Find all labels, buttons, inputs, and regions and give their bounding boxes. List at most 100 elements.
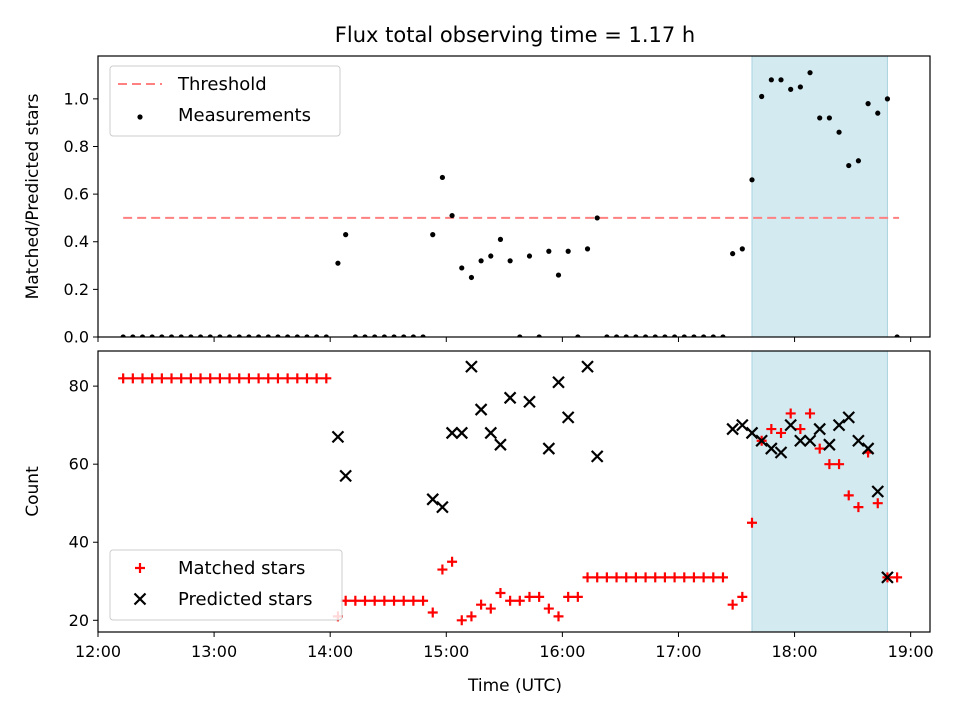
legend-marker xyxy=(137,114,143,120)
data-point xyxy=(168,334,175,337)
data-point xyxy=(523,395,536,409)
data-point xyxy=(217,334,223,337)
data-point xyxy=(855,158,862,164)
data-point xyxy=(321,373,332,384)
data-point xyxy=(234,373,245,384)
y-tick-label: 0.6 xyxy=(64,185,89,204)
data-point xyxy=(137,373,148,384)
data-point xyxy=(826,115,832,121)
data-point xyxy=(621,572,632,583)
data-point xyxy=(755,434,768,448)
data-point xyxy=(253,373,264,384)
data-point xyxy=(304,334,310,337)
legend-label: Predicted stars xyxy=(178,589,312,610)
data-point xyxy=(688,572,699,583)
data-point xyxy=(581,360,594,373)
data-point xyxy=(420,334,426,337)
plot-area xyxy=(118,360,903,626)
highlight-span xyxy=(751,350,888,633)
data-point xyxy=(604,334,610,337)
data-point xyxy=(778,77,784,83)
data-point xyxy=(565,248,571,254)
data-point xyxy=(449,212,455,219)
data-point xyxy=(892,572,903,583)
data-point xyxy=(575,334,581,337)
data-point xyxy=(188,334,194,337)
data-point xyxy=(401,334,407,337)
data-point xyxy=(369,595,380,606)
data-point xyxy=(398,595,409,606)
data-point xyxy=(436,500,449,514)
data-point xyxy=(584,246,591,252)
data-point xyxy=(507,258,513,264)
data-point xyxy=(494,438,507,451)
data-point xyxy=(335,260,341,266)
data-point xyxy=(717,572,728,583)
y-tick-label: 40 xyxy=(69,533,89,552)
x-tick-label: 14:00 xyxy=(307,642,353,661)
data-point xyxy=(807,70,813,76)
data-point xyxy=(803,434,817,448)
data-point xyxy=(853,502,864,513)
data-point xyxy=(352,334,358,337)
data-point xyxy=(314,334,320,337)
legend-marker xyxy=(135,563,145,573)
data-point xyxy=(224,373,235,384)
axes-frame xyxy=(97,55,931,338)
data-point xyxy=(127,373,138,384)
data-point xyxy=(495,587,506,598)
data-point xyxy=(437,564,448,575)
data-point xyxy=(447,556,458,567)
data-point xyxy=(805,408,816,419)
data-point xyxy=(881,571,894,584)
data-point xyxy=(875,110,881,116)
data-point xyxy=(797,84,803,90)
data-point xyxy=(360,595,371,606)
legend-box xyxy=(109,549,343,621)
data-point xyxy=(795,424,806,435)
data-point xyxy=(478,258,484,264)
data-point xyxy=(149,334,155,337)
data-point xyxy=(640,572,651,583)
data-point xyxy=(872,498,883,509)
data-point xyxy=(426,493,440,506)
data-point xyxy=(774,446,788,459)
data-point xyxy=(633,334,639,337)
y-tick-label: 80 xyxy=(69,377,89,396)
data-point xyxy=(263,373,274,384)
data-point xyxy=(236,334,242,337)
data-point xyxy=(630,572,641,583)
data-point xyxy=(185,373,196,384)
data-point xyxy=(517,334,523,337)
data-point xyxy=(824,459,835,470)
data-point xyxy=(255,334,262,337)
data-point xyxy=(852,434,865,448)
data-point xyxy=(765,442,778,455)
x-tick-label: 17:00 xyxy=(655,642,701,661)
data-point xyxy=(130,334,136,337)
data-point xyxy=(474,403,488,416)
data-point xyxy=(739,246,745,252)
data-point xyxy=(836,129,842,135)
data-point xyxy=(408,595,419,606)
x-tick-label: 19:00 xyxy=(888,642,934,661)
data-point xyxy=(503,391,517,405)
data-point xyxy=(746,517,757,528)
data-point xyxy=(120,334,126,337)
data-point xyxy=(582,572,593,583)
data-point xyxy=(727,599,738,610)
data-point xyxy=(147,373,158,384)
y-axis-label: Matched/Predicted stars xyxy=(23,93,43,299)
data-point xyxy=(118,373,129,384)
data-point xyxy=(156,373,167,384)
y-tick-label: 0.8 xyxy=(64,137,89,156)
data-point xyxy=(691,334,697,337)
data-point xyxy=(243,373,254,384)
data-point xyxy=(611,572,622,583)
x-axis-label: Time (UTC) xyxy=(467,676,562,696)
data-point xyxy=(285,334,291,337)
x-tick-label: 15:00 xyxy=(423,642,469,661)
data-point xyxy=(418,595,429,606)
data-point xyxy=(176,373,187,384)
